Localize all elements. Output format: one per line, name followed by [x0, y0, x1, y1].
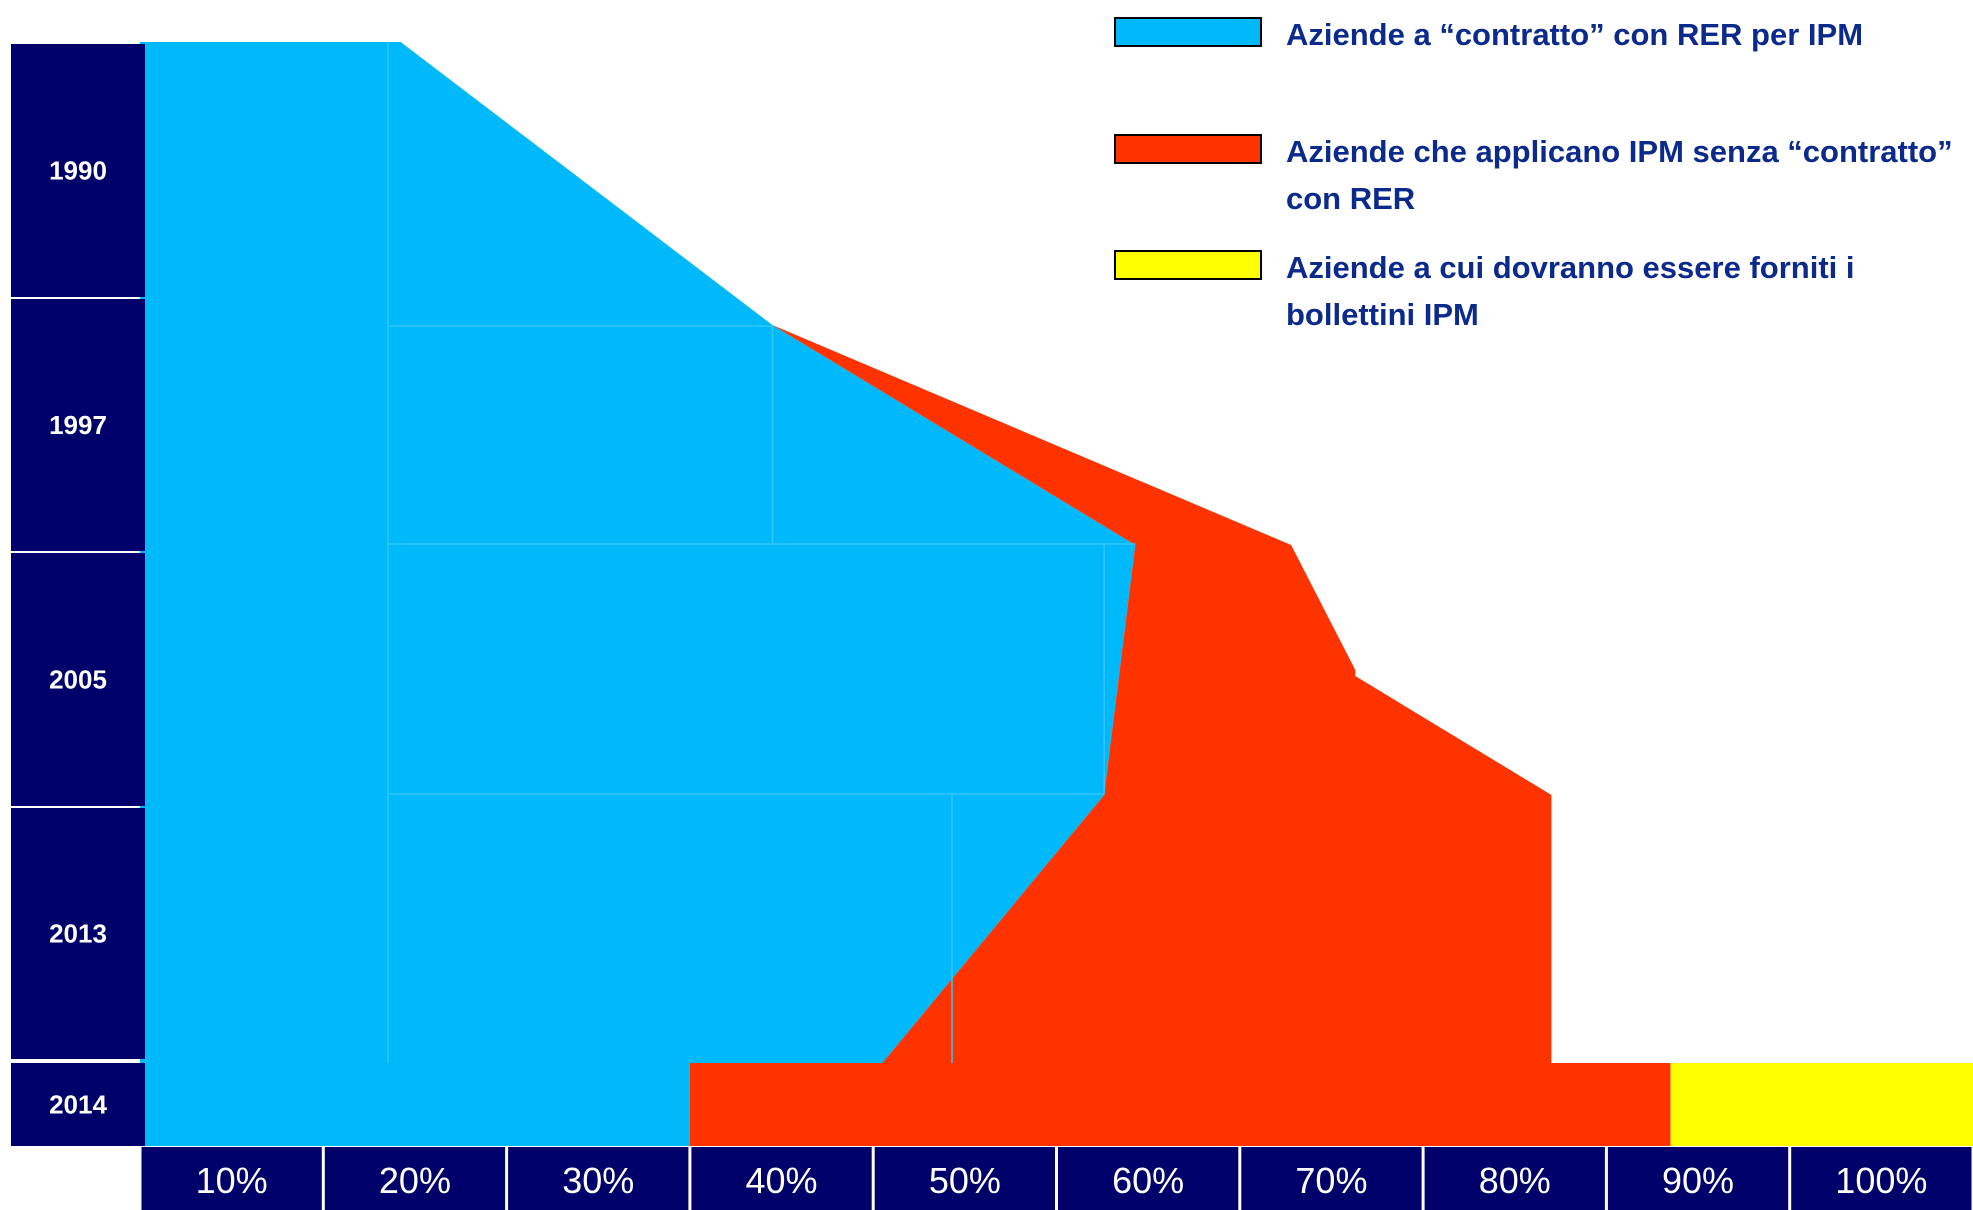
strip-2014-bulletins: [1670, 1063, 1973, 1146]
year-block: [11, 1063, 145, 1146]
area-layer: [138, 42, 1973, 1146]
x-tick-block: [691, 1147, 872, 1210]
legend-swatch-bulletins: [1114, 250, 1262, 280]
x-tick-label: 20%: [379, 1160, 451, 1201]
year-label: 1990: [49, 156, 107, 186]
x-tick-label: 80%: [1479, 1160, 1551, 1201]
no-contract-area: [772, 325, 1552, 1063]
legend-label-no-contract: Aziende che applicano IPM senza “contrat…: [1286, 134, 1953, 216]
strip-2014-contract: [138, 1063, 690, 1146]
axis-layer: 1990 1997 2005 2013 2014 10% 20% 30% 40% 50% 60% 70…: [11, 44, 1972, 1210]
x-tick-block: [508, 1147, 689, 1210]
x-tick-label: 30%: [562, 1160, 634, 1201]
year-block: [11, 808, 145, 1059]
x-tick-label: 10%: [196, 1160, 268, 1201]
x-tick-block: [874, 1147, 1055, 1210]
x-tick-block: [324, 1147, 506, 1210]
legend-swatch-contract: [1114, 17, 1262, 47]
year-block: [11, 553, 145, 806]
x-tick-label: 40%: [746, 1160, 818, 1201]
year-label: 2005: [49, 665, 107, 695]
x-tick-label: 60%: [1112, 1160, 1184, 1201]
year-label: 2013: [49, 919, 107, 949]
legend-swatch-no-contract: [1114, 134, 1262, 164]
year-block: [11, 44, 145, 297]
x-tick-label: 70%: [1295, 1160, 1367, 1201]
year-label: 1997: [49, 410, 107, 440]
x-tick-block: [1607, 1147, 1789, 1210]
x-tick-block: [141, 1147, 322, 1210]
x-tick-block: [1241, 1147, 1422, 1210]
x-tick-block: [1058, 1147, 1239, 1210]
overlay-layer: [387, 42, 1136, 1063]
contract-area: [140, 42, 1136, 1063]
legend-label-bulletins: Aziende a cui dovranno essere forniti i …: [1286, 250, 1855, 332]
legend-label-contract: Aziende a “contratto” con RER per IPM: [1286, 17, 1864, 52]
strip-2014-no-contract: [689, 1063, 1671, 1146]
x-tick-block: [1791, 1147, 1972, 1210]
x-tick-label: 50%: [929, 1160, 1001, 1201]
x-tick-label: 100%: [1835, 1160, 1927, 1201]
x-tick-block: [1424, 1147, 1605, 1210]
x-tick-label: 90%: [1662, 1160, 1734, 1201]
year-block: [11, 299, 145, 551]
year-label: 2014: [49, 1090, 107, 1120]
